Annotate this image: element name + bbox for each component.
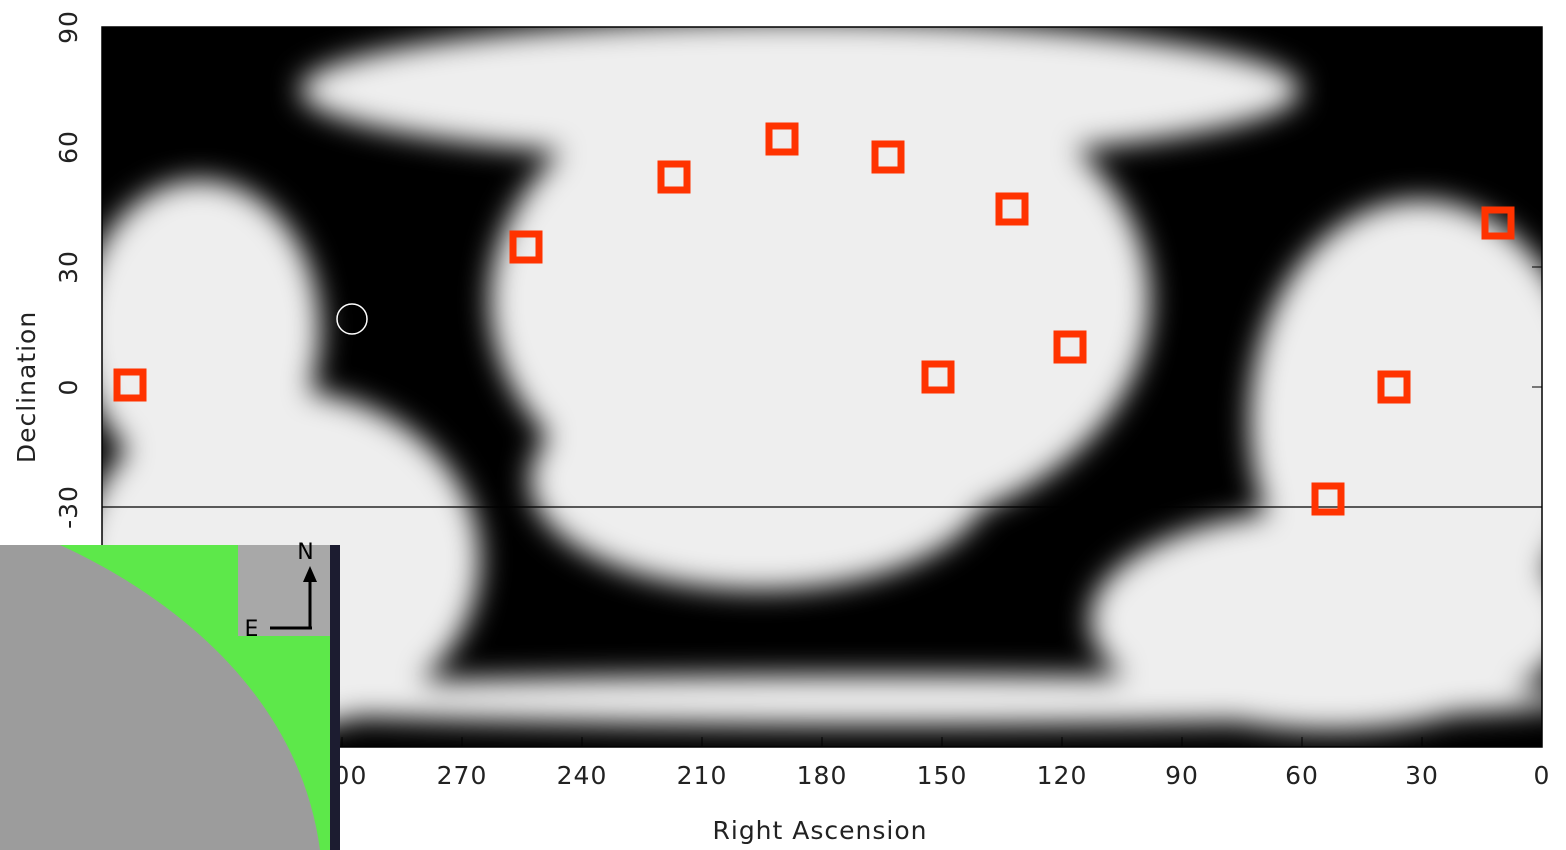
x-axis-title: Right Ascension: [713, 816, 928, 845]
x-tick-label: 210: [677, 761, 728, 790]
x-tick-label: 120: [1037, 761, 1088, 790]
y-axis-title: Declination: [12, 311, 41, 463]
x-tick-label: 90: [1165, 761, 1199, 790]
y-tick-label: 0: [54, 379, 83, 396]
x-tick-label: 150: [917, 761, 968, 790]
inset-edge: [330, 545, 340, 850]
compass-n: N: [297, 540, 314, 565]
x-tick-label: 180: [797, 761, 848, 790]
x-tick-label: 60: [1285, 761, 1319, 790]
compass-e: E: [245, 617, 260, 642]
y-tick-label: -30: [54, 485, 83, 529]
y-tick-label: 60: [54, 130, 83, 164]
y-tick-label: 90: [54, 10, 83, 44]
x-tick-label: 240: [557, 761, 608, 790]
x-tick-label: 0: [1534, 761, 1551, 790]
chart: Right Ascension Declination 300270240210…: [0, 0, 1566, 850]
inset: N E: [0, 540, 340, 850]
x-tick-label: 270: [437, 761, 488, 790]
x-tick-label: 30: [1405, 761, 1439, 790]
y-tick-label: 30: [54, 250, 83, 284]
